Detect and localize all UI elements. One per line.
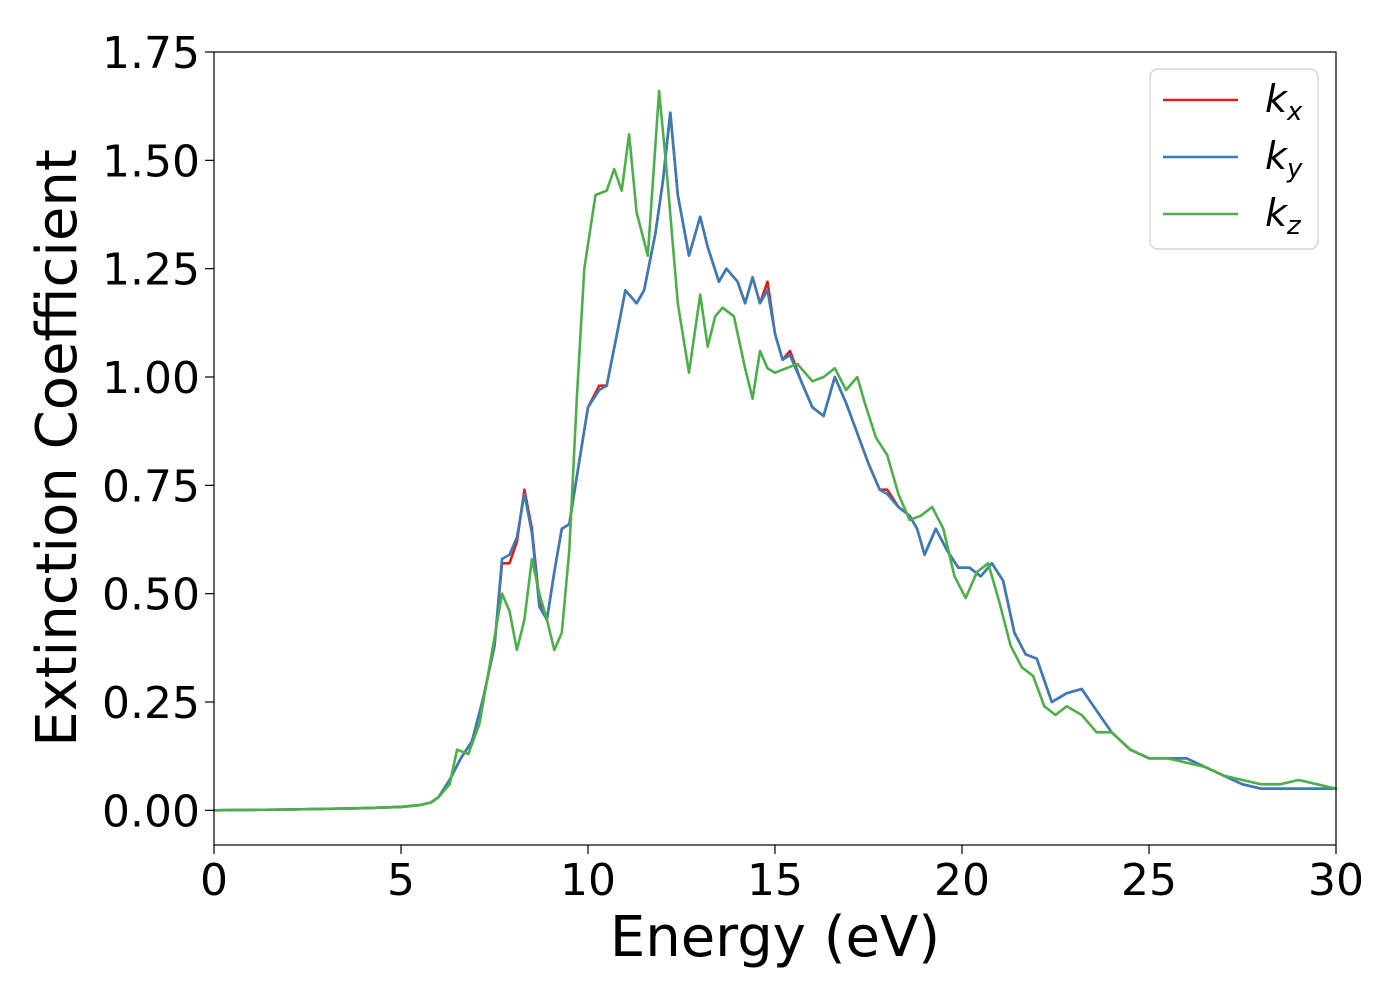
- legend-label-base: k: [1265, 191, 1289, 235]
- y-axis-label: Extinction Coefficient: [25, 149, 90, 747]
- y-tick-label: 0.75: [102, 461, 200, 512]
- y-tick-label: 0.50: [102, 570, 200, 621]
- series-line-ky: [212, 111, 1338, 812]
- series-line-kz: [212, 89, 1338, 812]
- x-tick-label: 0: [200, 855, 228, 906]
- y-tick-label: 1.50: [102, 136, 200, 187]
- x-tick-label: 15: [747, 855, 803, 906]
- legend-label-subscript: z: [1286, 211, 1302, 241]
- plot-area: [214, 52, 1336, 845]
- x-tick-label: 25: [1121, 855, 1177, 906]
- x-tick-label: 30: [1308, 855, 1364, 906]
- legend-label-ky: ky: [1265, 134, 1303, 184]
- x-axis-label: Energy (eV): [610, 905, 940, 970]
- y-tick-label: 0.25: [102, 678, 200, 729]
- legend-label-kx: kx: [1265, 77, 1303, 127]
- legend-label-kz: kz: [1265, 191, 1302, 241]
- x-tick-label: 20: [934, 855, 990, 906]
- legend-label-subscript: y: [1286, 154, 1303, 184]
- y-tick-label: 1.25: [102, 245, 200, 296]
- y-tick-label: 1.75: [102, 28, 200, 79]
- x-tick-label: 10: [560, 855, 616, 906]
- y-tick-label: 0.00: [102, 786, 200, 837]
- x-tick-label: 5: [387, 855, 415, 906]
- legend-box: [1149, 68, 1319, 250]
- legend-label-base: k: [1265, 134, 1289, 178]
- legend-label-subscript: x: [1286, 97, 1303, 127]
- series-layer: [212, 89, 1338, 812]
- y-axis-ticks: 0.00 0.25 0.50 0.75 1.00 1.25 1.50 1.75: [102, 28, 214, 837]
- y-tick-label: 1.00: [102, 353, 200, 404]
- legend-label-base: k: [1265, 77, 1289, 121]
- x-axis-ticks: 0 5 10 15 20 25 30: [200, 845, 1364, 906]
